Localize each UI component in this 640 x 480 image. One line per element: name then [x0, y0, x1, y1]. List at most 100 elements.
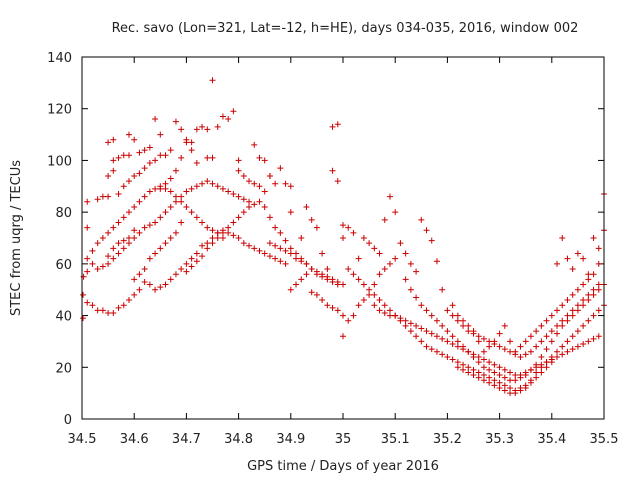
- data-point: [340, 312, 346, 319]
- data-point: [246, 198, 253, 205]
- data-point: [324, 266, 331, 273]
- data-point: [465, 322, 472, 329]
- data-point: [261, 157, 268, 164]
- data-point: [157, 214, 164, 221]
- data-point: [178, 219, 185, 226]
- x-tick-label: 35.3: [485, 432, 514, 447]
- data-point: [559, 351, 566, 358]
- data-point: [590, 312, 597, 319]
- data-point: [538, 338, 545, 345]
- data-point: [329, 167, 336, 174]
- y-tick-label: 0: [64, 413, 72, 428]
- data-point: [585, 338, 592, 345]
- data-point: [574, 343, 581, 350]
- data-point: [141, 278, 148, 285]
- data-point: [230, 191, 237, 198]
- data-point: [152, 185, 159, 192]
- x-tick-label: 35: [335, 432, 352, 447]
- data-point: [533, 361, 540, 368]
- x-tick-label: 34.5: [68, 432, 97, 447]
- x-tick-label: 35.1: [381, 432, 410, 447]
- data-point: [465, 364, 472, 371]
- data-point: [407, 328, 414, 335]
- data-point: [538, 361, 545, 368]
- data-point: [533, 369, 540, 376]
- data-point: [235, 193, 242, 200]
- data-point: [303, 260, 310, 267]
- data-point: [491, 361, 498, 368]
- data-point: [162, 185, 169, 192]
- data-point: [209, 77, 216, 84]
- data-point: [444, 353, 451, 360]
- data-point: [178, 154, 185, 161]
- data-point: [543, 333, 550, 340]
- data-point: [272, 224, 279, 231]
- data-point: [105, 309, 112, 316]
- data-point: [580, 297, 587, 304]
- data-point: [193, 250, 200, 257]
- data-point: [496, 364, 503, 371]
- data-point: [386, 260, 393, 267]
- data-point: [235, 167, 242, 174]
- data-point: [475, 333, 482, 340]
- data-point: [486, 338, 493, 345]
- data-point: [386, 312, 393, 319]
- data-point: [386, 307, 393, 314]
- data-point: [569, 312, 576, 319]
- data-point: [574, 250, 581, 257]
- data-point: [319, 271, 326, 278]
- data-point: [251, 180, 258, 187]
- y-axis-label: STEC from uqrg / TECUs: [9, 160, 24, 316]
- data-point: [386, 193, 393, 200]
- data-point: [99, 307, 106, 314]
- data-point: [214, 183, 221, 190]
- data-point: [580, 255, 587, 262]
- data-point: [402, 276, 409, 283]
- data-point: [501, 346, 508, 353]
- data-point: [240, 196, 247, 203]
- data-point: [527, 379, 534, 386]
- data-point: [319, 250, 326, 257]
- data-point: [125, 235, 132, 241]
- data-point: [251, 245, 258, 252]
- data-point: [287, 245, 294, 252]
- data-point: [209, 227, 216, 234]
- data-point: [167, 188, 174, 195]
- data-point: [115, 219, 122, 226]
- x-tick-label: 35.5: [590, 432, 619, 447]
- data-point: [486, 359, 493, 366]
- data-point: [569, 266, 576, 273]
- data-point: [199, 253, 206, 260]
- data-point: [329, 276, 336, 283]
- data-point: [230, 219, 237, 226]
- data-point: [313, 268, 320, 275]
- data-point: [277, 229, 284, 236]
- data-point: [277, 165, 284, 172]
- data-point: [209, 235, 216, 241]
- data-point: [246, 178, 253, 185]
- data-point: [486, 374, 493, 381]
- data-point: [188, 147, 195, 154]
- data-point: [193, 126, 200, 133]
- y-tick-label: 60: [55, 258, 72, 273]
- data-point: [480, 335, 487, 342]
- data-point: [131, 172, 138, 179]
- data-point: [204, 178, 211, 185]
- data-point: [496, 384, 503, 391]
- data-point: [319, 297, 326, 304]
- data-point: [240, 209, 247, 216]
- data-point: [277, 245, 284, 252]
- data-point: [371, 245, 378, 252]
- data-point: [261, 250, 268, 257]
- data-point: [569, 291, 576, 298]
- data-point: [183, 188, 190, 195]
- data-point: [413, 322, 420, 329]
- data-point: [564, 348, 571, 355]
- data-point: [454, 317, 461, 324]
- data-point: [366, 286, 373, 293]
- data-point: [172, 118, 179, 125]
- data-point: [136, 271, 143, 278]
- data-point: [287, 250, 294, 257]
- data-point: [496, 343, 503, 350]
- data-point: [392, 312, 399, 319]
